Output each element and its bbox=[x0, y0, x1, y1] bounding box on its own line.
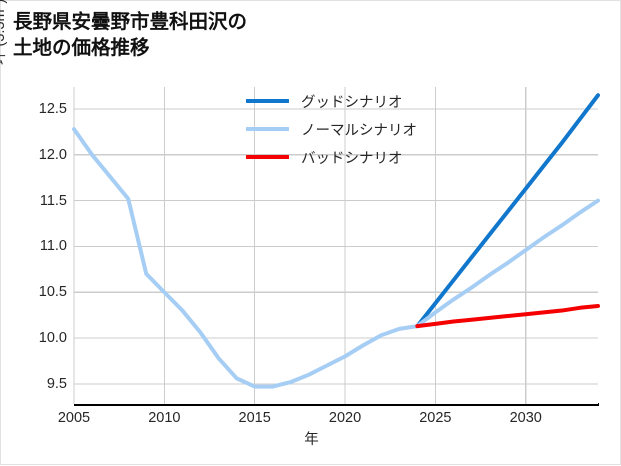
page-title: 長野県安曇野市豊科田沢の 土地の価格推移 bbox=[13, 11, 248, 60]
x-axis-tick-label: 2025 bbox=[419, 410, 452, 426]
x-axis-tick-label: 2015 bbox=[238, 410, 271, 426]
legend-entry: バッドシナリオ bbox=[246, 148, 417, 167]
plot-background bbox=[74, 87, 598, 404]
y-axis-title-superscript: 2 bbox=[0, 4, 1, 10]
chart-legend: グッドシナリオ ノーマルシナリオ バッドシナリオ bbox=[246, 92, 417, 167]
legend-entry: グッドシナリオ bbox=[246, 92, 417, 111]
y-axis-title-suffix: ) 単価 (万円) bbox=[0, 0, 8, 4]
y-axis-tick-label: 10.5 bbox=[38, 284, 67, 301]
legend-color-swatch bbox=[246, 98, 289, 104]
y-axis-tick-label: 10.0 bbox=[38, 330, 67, 347]
y-axis-tick-label: 11.0 bbox=[39, 238, 67, 255]
x-axis-tick-label: 2030 bbox=[509, 410, 542, 426]
x-axis-tick-label: 2010 bbox=[148, 410, 181, 426]
plot-svg bbox=[72, 87, 600, 404]
x-axis-spine bbox=[74, 403, 599, 406]
gridlines bbox=[73, 87, 598, 404]
legend-label: グッドシナリオ bbox=[301, 94, 403, 111]
data-series-group bbox=[72, 93, 600, 389]
series-line bbox=[415, 93, 600, 329]
series-line bbox=[72, 127, 600, 389]
x-axis-tick-label: 2005 bbox=[57, 410, 91, 426]
y-axis-tick-label: 12.5 bbox=[38, 100, 67, 117]
y-axis-tick-label: 12.0 bbox=[38, 146, 67, 163]
legend-label: バッドシナリオ bbox=[301, 150, 403, 167]
y-axis-title: 坪 (3.3m2) 単価 (万円) bbox=[0, 0, 9, 119]
legend-entry: ノーマルシナリオ bbox=[246, 120, 417, 139]
legend-color-swatch bbox=[246, 126, 289, 132]
plot-area bbox=[72, 87, 600, 404]
y-axis-title-prefix: 坪 (3.3m bbox=[0, 9, 8, 65]
y-axis-tick-label: 9.5 bbox=[46, 375, 67, 392]
x-axis-tick-label: 2020 bbox=[328, 410, 362, 426]
y-axis-tick-group: 9.5 10.0 10.5 11.0 11.5 12.0 12.5 bbox=[1, 1, 67, 466]
series-line bbox=[415, 303, 600, 329]
y-axis-tick-label: 11.5 bbox=[39, 192, 67, 209]
legend-label: ノーマルシナリオ bbox=[301, 122, 417, 139]
x-axis-title: 年 bbox=[304, 432, 319, 448]
legend-color-swatch bbox=[246, 154, 289, 160]
